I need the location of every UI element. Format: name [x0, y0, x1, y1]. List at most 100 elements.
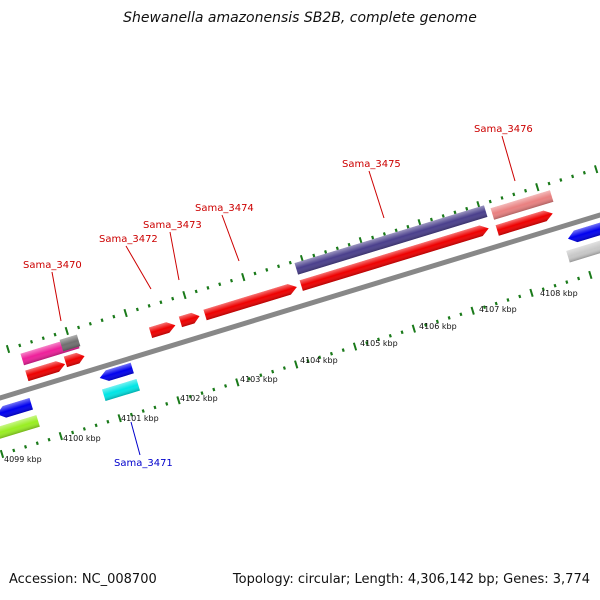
gray-feature-end-shade — [59, 334, 81, 352]
gene-label[interactable]: Sama_3471 — [114, 458, 173, 469]
scale-tick — [206, 286, 210, 290]
gene-label-leader — [169, 231, 180, 281]
scale-tick — [524, 188, 528, 193]
scale-tick — [400, 330, 404, 335]
scale-tick — [235, 378, 240, 387]
blue-cds-sama-3471-shade — [99, 362, 134, 381]
scale-tick — [565, 280, 569, 284]
purple-feature-sama-3475[interactable] — [294, 205, 488, 275]
lightgray-feature-right[interactable] — [566, 237, 600, 263]
gene-label[interactable]: Sama_3470 — [23, 260, 82, 271]
red-cds-sama-3472[interactable] — [148, 320, 177, 339]
gene-label[interactable]: Sama_3473 — [143, 220, 202, 231]
scale-tick — [182, 290, 187, 300]
red-cds-sama-3476[interactable] — [495, 208, 555, 236]
scale-tick — [312, 253, 316, 258]
gene-label-layer: Sama_3470 Sama_3471 Sama_3472 Sama_3473 Sama… — [23, 124, 533, 469]
scale-tick — [47, 437, 51, 442]
scale-label: 4108 kbp — [540, 289, 578, 298]
scale-tick — [588, 270, 593, 280]
salmon-feature-sama-3476[interactable] — [490, 190, 554, 220]
scale-tick — [129, 412, 133, 417]
gene-label-leader — [125, 245, 152, 290]
scale-tick — [77, 325, 81, 330]
purple-feature-sama-3475-shade — [294, 205, 488, 275]
scale-tick — [94, 423, 98, 428]
scale-tick — [329, 351, 333, 356]
scale-tick — [535, 183, 540, 192]
scale-tick — [347, 242, 351, 247]
scale-tick — [306, 359, 310, 363]
scale-tick — [382, 232, 386, 236]
scale-tick — [277, 264, 281, 269]
gene-label[interactable]: Sama_3475 — [342, 159, 401, 170]
scale-tick — [441, 214, 445, 218]
scale-tick — [112, 314, 116, 319]
scale-tick — [335, 246, 339, 251]
scale-tick — [30, 339, 34, 344]
lime-feature-left-shade — [0, 415, 40, 439]
lime-feature-left[interactable] — [0, 415, 40, 439]
blue-cds-right[interactable] — [566, 219, 600, 245]
gene-label-leader — [130, 421, 141, 456]
scale-tick — [271, 369, 275, 374]
red-cds-sama-3473[interactable] — [178, 311, 201, 328]
scale-tick — [482, 305, 486, 310]
blue-cds-left-shade — [0, 398, 33, 418]
scale-label: 4107 kbp — [479, 305, 517, 314]
scale-tick — [247, 376, 251, 381]
scale-tick — [35, 441, 39, 446]
scale-label: 4101 kbp — [121, 414, 159, 423]
scale-tick — [406, 224, 410, 229]
scale-tick — [424, 323, 428, 327]
scale-tick — [282, 366, 286, 370]
red-cds-sama-3470-b[interactable] — [63, 351, 86, 368]
salmon-feature-sama-3476-shade — [490, 190, 554, 220]
red-cds-sama-3470-b-shade — [63, 352, 85, 368]
scale-tick — [394, 228, 398, 233]
gene-label[interactable]: Sama_3476 — [474, 124, 533, 135]
scale-tick — [58, 431, 63, 441]
scale-tick — [18, 343, 22, 348]
blue-cds-sama-3471[interactable] — [98, 362, 134, 383]
red-cds-sama-3470-a[interactable] — [25, 359, 66, 382]
cyan-feature-sama-3471[interactable] — [102, 379, 140, 401]
gene-label[interactable]: Sama_3472 — [99, 234, 158, 245]
red-cds-sama-3474[interactable] — [203, 282, 298, 321]
scale-tick — [352, 342, 358, 351]
scale-tick — [318, 355, 322, 360]
scale-tick — [117, 414, 122, 423]
scale-tick — [171, 296, 175, 301]
scale-tick — [100, 318, 104, 323]
red-cds-sama-3475-shade — [299, 225, 489, 291]
gene-label-leader — [51, 271, 62, 322]
scale-tick — [411, 324, 416, 333]
scale-tick — [582, 170, 586, 175]
genome-summary-text: Topology: circular; Length: 4,306,142 bp… — [232, 572, 590, 587]
gene-label-leader — [501, 135, 516, 182]
gray-feature-end[interactable] — [59, 334, 81, 352]
scale-tick — [82, 427, 86, 431]
scale-tick — [388, 333, 392, 338]
scale-tick — [571, 174, 575, 179]
scale-tick — [64, 326, 69, 336]
scale-tick — [24, 444, 28, 449]
blue-cds-left[interactable] — [0, 398, 33, 420]
scale-tick — [341, 348, 345, 352]
scale-tick — [559, 178, 563, 182]
scale-tick — [429, 217, 433, 222]
scale-tick — [593, 165, 599, 174]
scale-tick — [229, 278, 234, 283]
red-cds-sama-3474-shade — [203, 284, 297, 321]
scale-tick — [5, 344, 11, 354]
scale-tick — [71, 430, 75, 435]
scale-tick — [288, 260, 292, 265]
scale-label: 4104 kbp — [300, 356, 338, 365]
scale-tick — [259, 373, 263, 378]
scale-tick — [41, 336, 45, 341]
scale-label: 4106 kbp — [419, 322, 457, 331]
gene-label[interactable]: Sama_3474 — [195, 203, 254, 214]
scale-tick — [371, 235, 375, 240]
scale-tick — [494, 301, 498, 306]
red-cds-sama-3475[interactable] — [299, 223, 491, 291]
